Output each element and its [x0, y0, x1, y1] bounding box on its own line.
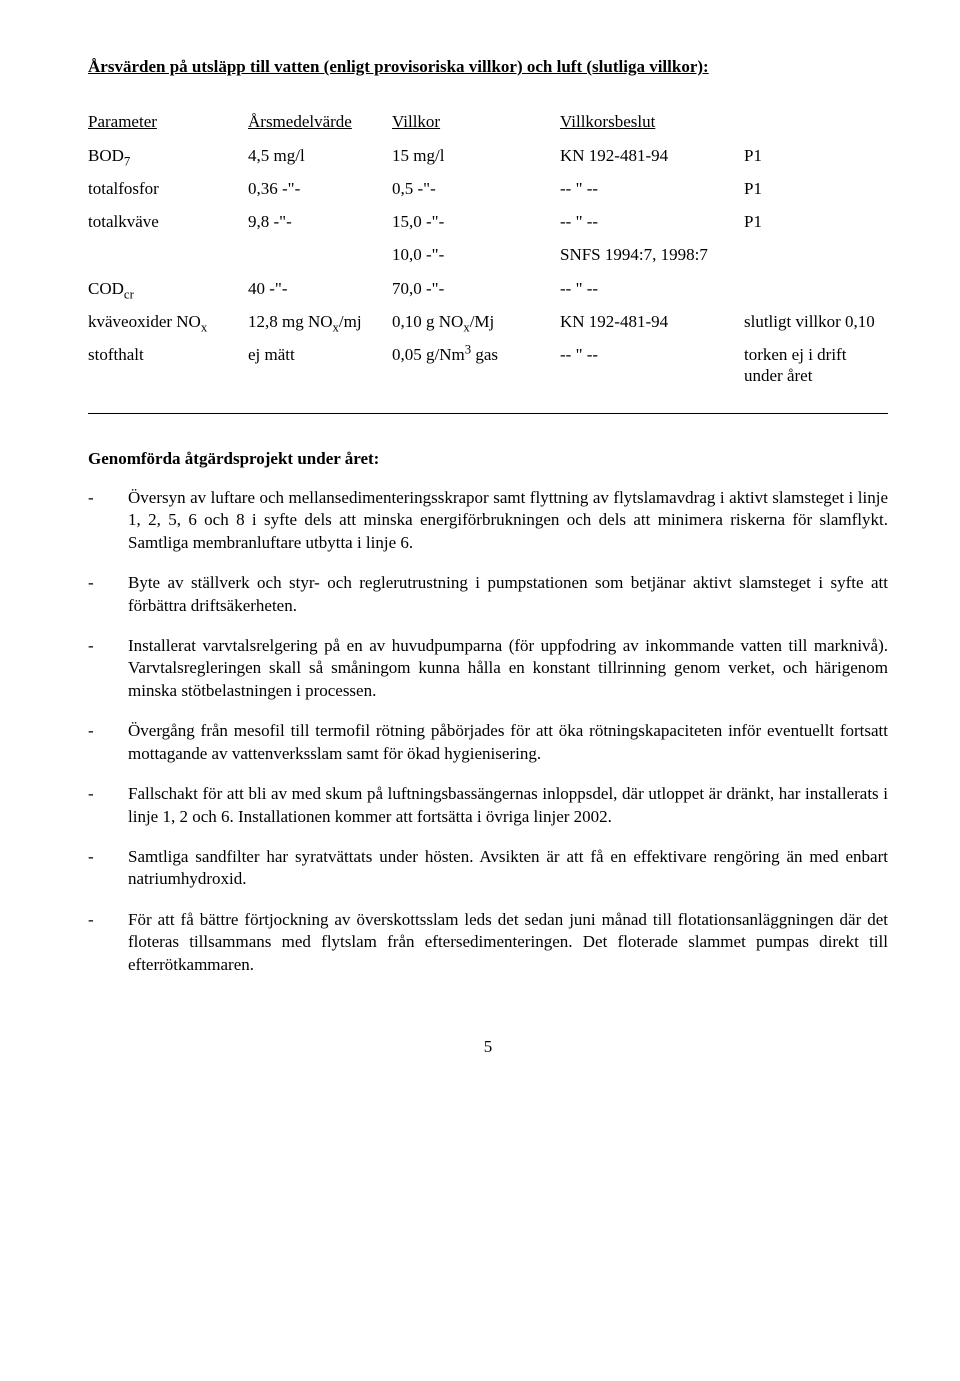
list-item: -Översyn av luftare och mellansedimenter… [88, 487, 888, 554]
table-row: BOD74,5 mg/l15 mg/lKN 192-481-94P1 [88, 139, 888, 172]
emissions-table: Parameter Årsmedelvärde Villkor Villkors… [88, 105, 888, 392]
table-cell: 0,05 g/Nm3 gas [392, 338, 560, 393]
bullet-dash: - [88, 846, 128, 891]
table-cell: KN 192-481-94 [560, 139, 744, 172]
table-cell [744, 272, 888, 305]
table-cell: 0,10 g NOx/Mj [392, 305, 560, 338]
table-cell: 10,0 -"- [392, 238, 560, 271]
bullet-dash: - [88, 783, 128, 828]
table-cell: torken ej i drift under året [744, 338, 888, 393]
table-cell: 70,0 -"- [392, 272, 560, 305]
page-title: Årsvärden på utsläpp till vatten (enligt… [88, 56, 888, 77]
table-cell: BOD7 [88, 139, 248, 172]
table-cell: P1 [744, 172, 888, 205]
table-cell: stofthalt [88, 338, 248, 393]
table-row: stofthaltej mätt0,05 g/Nm3 gas-- " --tor… [88, 338, 888, 393]
table-cell: 12,8 mg NOx/mj [248, 305, 392, 338]
list-item-text: Samtliga sandfilter har syratvättats und… [128, 846, 888, 891]
bullet-dash: - [88, 487, 128, 554]
table-cell: -- " -- [560, 172, 744, 205]
table-cell: 15 mg/l [392, 139, 560, 172]
list-item-text: För att få bättre förtjockning av översk… [128, 909, 888, 976]
table-cell: P1 [744, 139, 888, 172]
table-cell: P1 [744, 205, 888, 238]
table-cell [744, 238, 888, 271]
bullet-dash: - [88, 572, 128, 617]
table-cell: SNFS 1994:7, 1998:7 [560, 238, 744, 271]
table-row: 10,0 -"-SNFS 1994:7, 1998:7 [88, 238, 888, 271]
table-cell: totalfosfor [88, 172, 248, 205]
table-cell: 9,8 -"- [248, 205, 392, 238]
table-cell: -- " -- [560, 338, 744, 393]
table-cell: -- " -- [560, 205, 744, 238]
table-row: totalkväve9,8 -"-15,0 -"--- " --P1 [88, 205, 888, 238]
list-item-text: Översyn av luftare och mellansedimenteri… [128, 487, 888, 554]
table-cell: 40 -"- [248, 272, 392, 305]
list-item: -Installerat varvtalsrelgering på en av … [88, 635, 888, 702]
divider [88, 413, 888, 414]
table-cell: 4,5 mg/l [248, 139, 392, 172]
table-cell: totalkväve [88, 205, 248, 238]
list-item: -För att få bättre förtjockning av övers… [88, 909, 888, 976]
table-cell: 15,0 -"- [392, 205, 560, 238]
col-header-extra [744, 105, 888, 138]
col-header-villkor: Villkor [392, 105, 560, 138]
list-item: -Byte av ställverk och styr- och regleru… [88, 572, 888, 617]
table-cell: ej mätt [248, 338, 392, 393]
page-number: 5 [88, 1036, 888, 1057]
list-item: -Samtliga sandfilter har syratvättats un… [88, 846, 888, 891]
list-item: -Övergång från mesofil till termofil röt… [88, 720, 888, 765]
list-item: -Fallschakt för att bli av med skum på l… [88, 783, 888, 828]
projects-heading: Genomförda åtgärdsprojekt under året: [88, 448, 888, 469]
table-row: CODcr40 -"-70,0 -"--- " -- [88, 272, 888, 305]
table-row: totalfosfor0,36 -"-0,5 -"--- " --P1 [88, 172, 888, 205]
bullet-dash: - [88, 720, 128, 765]
bullet-dash: - [88, 635, 128, 702]
table-cell: -- " -- [560, 272, 744, 305]
col-header-parameter: Parameter [88, 105, 248, 138]
list-item-text: Installerat varvtalsrelgering på en av h… [128, 635, 888, 702]
list-item-text: Byte av ställverk och styr- och reglerut… [128, 572, 888, 617]
table-cell: slutligt villkor 0,10 [744, 305, 888, 338]
list-item-text: Övergång från mesofil till termofil rötn… [128, 720, 888, 765]
table-cell [88, 238, 248, 271]
table-cell: CODcr [88, 272, 248, 305]
table-cell [248, 238, 392, 271]
table-cell: 0,5 -"- [392, 172, 560, 205]
table-row: kväveoxider NOx12,8 mg NOx/mj0,10 g NOx/… [88, 305, 888, 338]
bullet-dash: - [88, 909, 128, 976]
col-header-arsmedel: Årsmedelvärde [248, 105, 392, 138]
projects-list: -Översyn av luftare och mellansedimenter… [88, 487, 888, 976]
table-cell: kväveoxider NOx [88, 305, 248, 338]
col-header-beslut: Villkorsbeslut [560, 105, 744, 138]
table-cell: KN 192-481-94 [560, 305, 744, 338]
table-header-row: Parameter Årsmedelvärde Villkor Villkors… [88, 105, 888, 138]
table-cell: 0,36 -"- [248, 172, 392, 205]
list-item-text: Fallschakt för att bli av med skum på lu… [128, 783, 888, 828]
